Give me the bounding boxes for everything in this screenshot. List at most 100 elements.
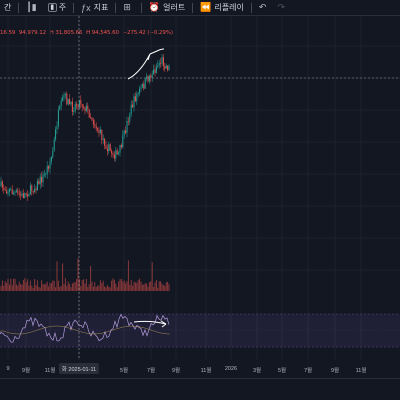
volume-bar — [147, 286, 149, 291]
candle-body — [41, 176, 43, 183]
candle-body — [115, 150, 117, 159]
volume-bar — [115, 283, 117, 291]
redo-button[interactable]: ↷ — [273, 0, 292, 16]
toolbar-label-interval: 간 — [4, 3, 12, 12]
candle-body — [49, 161, 51, 169]
candle-body — [50, 156, 52, 162]
volume-bar — [136, 282, 138, 291]
ohlc-value: H 94,545.60 — [86, 30, 119, 36]
candle-body — [146, 76, 148, 79]
candle-body — [95, 125, 97, 129]
volume-bar — [92, 286, 94, 291]
time-axis[interactable]: 9 9월 11월 화 2025-01-11 5월 7월 9월 11월 2026 … — [0, 360, 400, 400]
candle-body — [165, 65, 167, 69]
volume-bar — [62, 263, 64, 291]
price-chart[interactable] — [0, 16, 400, 360]
volume-bar — [56, 261, 58, 291]
time-axis-tick: 9월 — [171, 368, 181, 374]
candle-body — [73, 111, 75, 112]
volume-bar — [85, 279, 87, 291]
toolbar-item-bar-style[interactable]: ┃▮ — [22, 0, 43, 16]
time-axis-tick: 9월 — [330, 368, 340, 374]
candle-body — [55, 129, 57, 140]
candle-body — [34, 188, 36, 193]
candle-body — [140, 87, 142, 89]
toolbar-item-alert[interactable]: ⏰ 얼러트 — [145, 0, 189, 16]
candle-body — [14, 191, 16, 193]
candle-body — [59, 105, 61, 110]
volume-bar — [116, 287, 118, 291]
toolbar-label-timeframe: 주 — [58, 3, 67, 12]
undo-button[interactable]: ↶ — [255, 0, 274, 16]
candle-body — [46, 166, 48, 174]
time-axis-tick: 9 — [6, 366, 10, 372]
candle-body — [8, 189, 10, 192]
volume-bar — [31, 285, 33, 291]
toolbar-item-replay[interactable]: ⏪ 리플레이 — [196, 0, 248, 16]
candle-body — [90, 117, 92, 119]
candle-body — [36, 181, 38, 191]
volume-bar — [99, 280, 101, 291]
volume-bar — [112, 278, 114, 291]
volume-bar — [27, 279, 29, 291]
volume-bar — [84, 283, 86, 291]
volume-bar — [71, 283, 73, 291]
arrow-annotation — [133, 320, 167, 328]
toolbar-item-timeframe[interactable]: ▮ 주 — [44, 0, 70, 16]
volume-bar — [24, 278, 26, 291]
volume-bar — [118, 281, 120, 291]
volume-bar — [15, 284, 17, 291]
candle-body — [24, 193, 26, 199]
toolbar-item-layout[interactable]: ⊞ — [119, 0, 138, 16]
toolbar-item-indicators[interactable]: ƒx 지표 — [77, 0, 112, 16]
rsi-panel — [0, 313, 400, 348]
arrow-annotation — [127, 48, 165, 80]
candle-body — [158, 62, 160, 66]
candle-body — [52, 150, 54, 157]
volume-bar — [144, 283, 146, 291]
volume-bar — [43, 284, 45, 291]
candle-body — [141, 83, 143, 88]
volume-bar — [60, 286, 62, 291]
volume-bar — [165, 282, 167, 291]
candle-body — [127, 121, 129, 122]
bar-style-icon: ┃▮ — [26, 2, 37, 12]
volume-bar — [59, 286, 61, 291]
candle-body — [76, 104, 78, 106]
volume-bar — [129, 284, 131, 291]
volume-bar — [101, 282, 103, 291]
toolbar-divider — [192, 2, 194, 13]
toolbar-divider — [115, 2, 117, 13]
candle-body — [98, 130, 100, 133]
redo-icon: ↷ — [277, 2, 285, 12]
volume-bar — [57, 280, 59, 291]
volume-bar — [150, 281, 152, 291]
volume-bar — [78, 279, 80, 291]
volume-bar — [69, 283, 71, 291]
candle-body — [38, 181, 40, 185]
candle-body — [160, 62, 162, 64]
volume-bar — [11, 285, 13, 291]
volume-bar — [80, 285, 82, 291]
candle-body — [136, 93, 138, 102]
chart-grid — [0, 16, 400, 360]
candle-body — [153, 69, 155, 75]
volume-bar — [49, 283, 51, 291]
volume-bar — [98, 285, 100, 291]
candle-body — [112, 153, 114, 155]
candle-body — [35, 188, 37, 191]
volume-bar — [55, 287, 57, 291]
volume-bar — [158, 281, 160, 291]
volume-bar — [18, 281, 20, 291]
volume-bar — [35, 285, 37, 291]
candle-body — [45, 173, 47, 175]
toolbar-item-interval[interactable]: 간 — [0, 0, 15, 16]
volume-bar — [6, 282, 8, 291]
candle-body — [1, 181, 3, 188]
volume-bar — [94, 282, 96, 291]
volume-bar — [141, 284, 143, 291]
time-axis-tick: 9월 — [21, 368, 31, 374]
layout-grid-icon: ⊞ — [123, 2, 131, 12]
candle-body — [157, 65, 159, 68]
candle-body — [119, 144, 121, 153]
